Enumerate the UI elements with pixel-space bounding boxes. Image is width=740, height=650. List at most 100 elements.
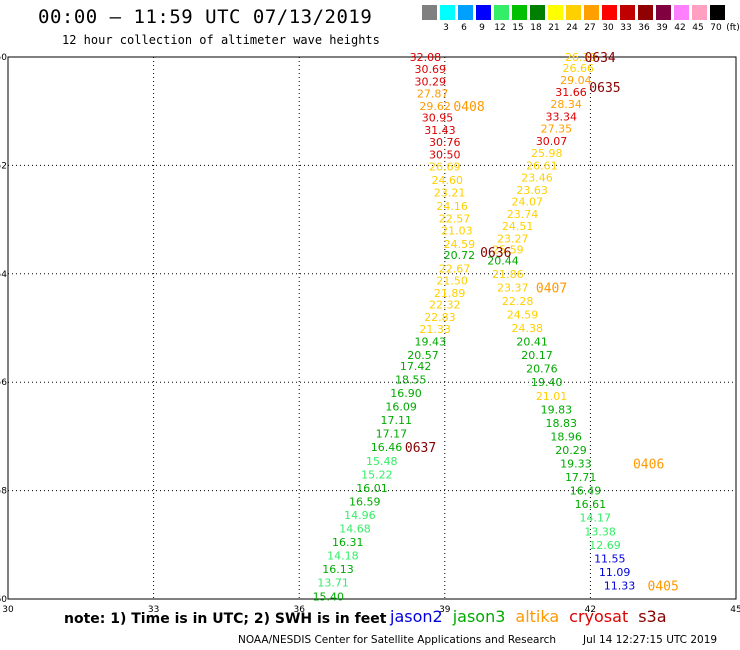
legend-entry-jason3: jason3 (452, 607, 506, 626)
colorbar-tick-label: 24 (566, 23, 578, 33)
chart-subtitle: 12 hour collection of altimeter wave hei… (62, 33, 380, 47)
wave-height-value: 15.40 (313, 590, 345, 603)
legend-entry-jason2: jason2 (390, 607, 443, 626)
wave-height-value: 20.41 (516, 336, 548, 349)
wave-height-value: 18.96 (550, 430, 582, 443)
wave-height-value: 26.61 (526, 159, 558, 172)
y-tick-label: -56 (0, 378, 7, 388)
wave-height-value: 30.69 (414, 63, 446, 76)
pass-time-label: 0406 (633, 458, 664, 473)
colorbar-tick-label: 6 (461, 23, 467, 33)
wave-height-value: 20.72 (444, 249, 476, 262)
wave-height-value: 16.61 (575, 498, 607, 511)
wave-height-value: 23.21 (434, 187, 466, 200)
colorbar-tick-label: 18 (530, 23, 542, 33)
colorbar-unit: (ft) (726, 23, 740, 33)
colorbar-tick-label: 27 (584, 23, 596, 33)
wave-height-value: 16.59 (349, 495, 381, 508)
wave-height-value: 14.18 (327, 550, 359, 563)
x-tick-label: 39 (439, 605, 451, 615)
wave-height-value: 20.44 (487, 254, 519, 267)
colorbar-swatch (692, 5, 707, 20)
wave-height-value: 17.11 (381, 414, 413, 427)
colorbar-swatch (458, 5, 473, 20)
x-tick-label: 33 (148, 605, 159, 615)
y-tick-label: -60 (0, 595, 7, 605)
wave-height-value: 14.96 (344, 509, 376, 522)
wave-height-value: 19.43 (414, 336, 446, 349)
wave-height-value: 27.87 (417, 87, 449, 100)
wave-height-value: 12.69 (589, 539, 621, 552)
colorbar-tick-label: 70 (710, 23, 722, 33)
wave-height-value: 21.03 (441, 224, 473, 237)
colorbar-swatch (566, 5, 581, 20)
wave-height-value: 21.86 (492, 268, 524, 281)
wave-height-value: 31.43 (424, 124, 456, 137)
colorbar-tick-label: 15 (512, 23, 524, 33)
generated-timestamp: Jul 14 12:27:15 UTC 2019 (583, 634, 718, 646)
wave-height-value: 18.83 (546, 417, 578, 430)
wave-height-value: 16.09 (385, 401, 417, 414)
wave-height-value: 32.08 (410, 51, 442, 64)
wave-height-value: 17.17 (376, 428, 408, 441)
colorbar-swatch (440, 5, 455, 20)
wave-height-value: 21.89 (434, 287, 466, 300)
wave-height-value: 22.28 (502, 295, 534, 308)
x-tick-label: 36 (293, 605, 305, 615)
pass-time-label: 0635 (589, 81, 620, 96)
colorbar-tick-label: 9 (479, 23, 485, 33)
colorbar-swatch (584, 5, 599, 20)
wave-height-value: 13.38 (584, 525, 616, 538)
wave-height-value: 24.07 (512, 196, 544, 209)
wave-height-value: 33.34 (546, 111, 578, 124)
footnote: note: 1) Time is in UTC; 2) SWH is in fe… (64, 611, 387, 627)
colorbar-swatch (548, 5, 563, 20)
colorbar-swatch (422, 5, 437, 20)
wave-height-value: 24.16 (436, 200, 468, 213)
colorbar-tick-label: 12 (494, 23, 506, 33)
wave-height-value: 19.40 (531, 376, 563, 389)
wave-height-value: 20.17 (521, 349, 553, 362)
colorbar-tick-label: 39 (656, 23, 668, 33)
wave-height-value: 16.90 (390, 387, 422, 400)
colorbar-swatch (638, 5, 653, 20)
colorbar-swatch (512, 5, 527, 20)
colorbar-tick-label: 45 (692, 23, 704, 33)
pass-time-label: 0405 (648, 579, 679, 594)
wave-height-value: 24.38 (512, 322, 544, 335)
wave-height-value: 21.01 (536, 390, 568, 403)
wave-height-value: 20.76 (526, 363, 558, 376)
colorbar-swatch (530, 5, 545, 20)
wave-height-value: 24.59 (507, 308, 539, 321)
wave-height-value: 23.27 (497, 233, 529, 246)
legend-entry-altika: altika (515, 607, 560, 626)
wave-height-value: 20.57 (407, 349, 439, 362)
wave-height-value: 22.67 (439, 262, 471, 275)
wave-height-value: 14.68 (339, 523, 371, 536)
satellite-legend: jason2 jason3 altika cryosat s3a (390, 607, 677, 626)
y-tick-label: -52 (0, 161, 7, 171)
y-tick-label: -54 (0, 270, 7, 280)
wave-height-value: 11.33 (604, 579, 636, 592)
wave-height-value: 17.42 (400, 360, 432, 373)
wave-height-value: 29.04 (560, 74, 592, 87)
wave-height-value: 24.59 (444, 238, 476, 251)
wave-height-value: 18.55 (395, 373, 427, 386)
wave-height-value: 30.29 (414, 75, 446, 88)
wave-height-value: 25.59 (492, 243, 524, 256)
wave-height-value: 23.46 (521, 171, 553, 184)
pass-time-label: 0637 (405, 441, 436, 456)
wave-height-value: 25.98 (531, 147, 563, 160)
colorbar-tick-label: 33 (620, 23, 632, 33)
wave-height-value: 16.01 (356, 482, 388, 495)
wave-height-value: 31.66 (555, 86, 587, 99)
wave-height-value: 30.76 (429, 136, 461, 149)
wave-height-value: 19.33 (560, 458, 592, 471)
wave-height-value: 14.17 (580, 512, 612, 525)
wave-height-value: 26.69 (429, 160, 461, 173)
pass-time-label: 0634 (584, 51, 615, 66)
colorbar-tick-label: 30 (602, 23, 614, 33)
wave-height-value: 22.83 (424, 311, 456, 324)
wave-height-value: 23.74 (507, 208, 539, 221)
wave-height-value: 26.66 (563, 62, 595, 75)
